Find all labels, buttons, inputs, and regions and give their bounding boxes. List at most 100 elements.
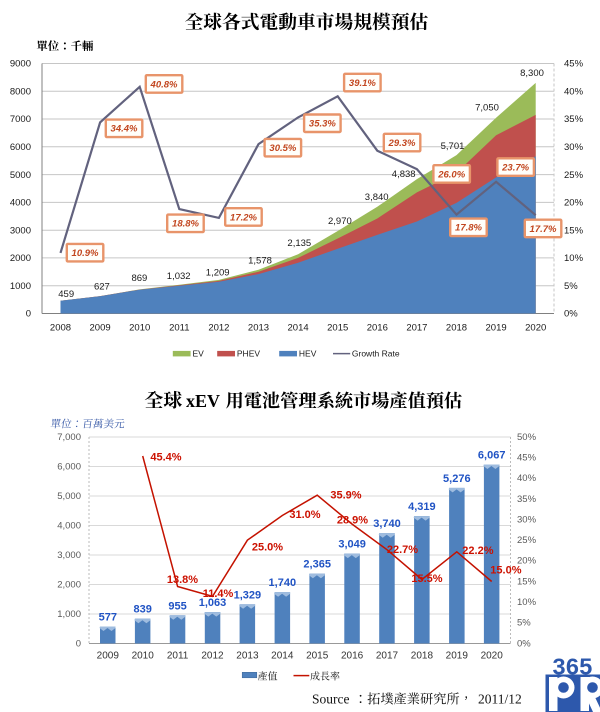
svg-text:29.3%: 29.3%	[388, 138, 416, 149]
svg-text:839: 839	[134, 604, 152, 616]
svg-text:10%: 10%	[564, 253, 584, 264]
svg-text:8,300: 8,300	[520, 68, 544, 79]
svg-text:2015: 2015	[327, 323, 348, 334]
svg-text:3,000: 3,000	[57, 550, 81, 561]
svg-text:3,740: 3,740	[373, 518, 401, 530]
svg-text:9000: 9000	[10, 59, 31, 70]
svg-text:1,209: 1,209	[206, 267, 230, 278]
svg-text:7,000: 7,000	[57, 432, 81, 443]
svg-text:22.7%: 22.7%	[387, 544, 418, 556]
svg-text:2020: 2020	[481, 651, 504, 662]
svg-text:2017: 2017	[406, 323, 427, 334]
svg-text:1,740: 1,740	[269, 577, 297, 589]
svg-text:Growth Rate: Growth Rate	[352, 348, 400, 358]
svg-text:15%: 15%	[517, 576, 537, 587]
svg-text:11.4%: 11.4%	[203, 588, 234, 600]
svg-text:7000: 7000	[10, 114, 31, 125]
svg-text:2000: 2000	[10, 253, 31, 264]
svg-text:2008: 2008	[50, 323, 71, 334]
svg-text:3,049: 3,049	[338, 539, 366, 551]
svg-text:17.8%: 17.8%	[455, 223, 482, 234]
svg-text:2012: 2012	[201, 651, 224, 662]
svg-text:35.9%: 35.9%	[330, 490, 361, 502]
svg-text:4,000: 4,000	[57, 521, 81, 532]
svg-text:35%: 35%	[517, 494, 537, 505]
svg-text:1000: 1000	[10, 281, 31, 292]
svg-text:3,840: 3,840	[365, 192, 389, 203]
svg-text:1,329: 1,329	[234, 589, 262, 601]
svg-text:2016: 2016	[341, 651, 364, 662]
svg-text:1,063: 1,063	[199, 597, 227, 609]
svg-text:4000: 4000	[10, 198, 31, 209]
svg-text:10.9%: 10.9%	[72, 248, 99, 259]
svg-text:459: 459	[58, 289, 74, 300]
svg-text:2015: 2015	[306, 651, 329, 662]
svg-text:20%: 20%	[564, 198, 584, 209]
svg-text:50%: 50%	[517, 432, 537, 443]
svg-text:39.1%: 39.1%	[349, 78, 376, 89]
svg-text:40%: 40%	[564, 87, 584, 98]
svg-text:3000: 3000	[10, 225, 31, 236]
svg-text:2018: 2018	[446, 323, 467, 334]
svg-text:45.4%: 45.4%	[150, 452, 181, 464]
svg-text:5,701: 5,701	[441, 141, 465, 152]
svg-text:20%: 20%	[517, 556, 537, 567]
svg-text:2009: 2009	[97, 651, 120, 662]
svg-text:5%: 5%	[517, 618, 531, 629]
svg-text:6,067: 6,067	[478, 450, 506, 462]
svg-text:45%: 45%	[564, 59, 584, 70]
svg-text:25%: 25%	[517, 535, 537, 546]
svg-text:2011: 2011	[169, 323, 189, 334]
svg-text:18.8%: 18.8%	[172, 219, 199, 230]
svg-text:577: 577	[99, 612, 117, 624]
svg-text:2011/12: 2011/12	[478, 692, 522, 707]
svg-text:40%: 40%	[517, 473, 537, 484]
svg-text:xEV: xEV	[186, 391, 220, 411]
svg-text:2017: 2017	[376, 651, 399, 662]
svg-text:15.5%: 15.5%	[411, 573, 442, 585]
svg-text:1,032: 1,032	[167, 271, 191, 282]
svg-text:HEV: HEV	[299, 348, 317, 358]
svg-text:1,578: 1,578	[248, 256, 272, 267]
svg-text:5000: 5000	[10, 170, 31, 181]
svg-text:2,000: 2,000	[57, 580, 81, 591]
svg-text:627: 627	[94, 282, 110, 293]
svg-text:Source: Source	[312, 692, 350, 707]
svg-text:2014: 2014	[288, 323, 309, 334]
svg-text:23.7%: 23.7%	[501, 163, 529, 174]
svg-text:5%: 5%	[564, 281, 578, 292]
svg-text:13.8%: 13.8%	[167, 574, 198, 586]
svg-text:2,365: 2,365	[303, 559, 331, 571]
svg-text:5,000: 5,000	[57, 491, 81, 502]
svg-text:1,000: 1,000	[57, 609, 81, 620]
svg-text:6000: 6000	[10, 142, 31, 153]
svg-text:2009: 2009	[90, 323, 111, 334]
svg-text:25%: 25%	[564, 170, 584, 181]
svg-text:10%: 10%	[517, 597, 537, 608]
svg-text:30%: 30%	[517, 514, 537, 525]
svg-text:7,050: 7,050	[475, 103, 499, 114]
svg-text:17.2%: 17.2%	[230, 212, 257, 223]
svg-text:0%: 0%	[517, 638, 531, 649]
svg-text:6,000: 6,000	[57, 462, 81, 473]
svg-text:2,970: 2,970	[328, 216, 352, 227]
svg-text:15%: 15%	[564, 225, 584, 236]
svg-text:PHEV: PHEV	[237, 348, 260, 358]
svg-text:22.2%: 22.2%	[462, 545, 493, 557]
svg-text:30%: 30%	[564, 142, 584, 153]
svg-text:34.4%: 34.4%	[111, 124, 138, 135]
svg-text:0%: 0%	[564, 309, 578, 320]
svg-text:25.0%: 25.0%	[252, 542, 283, 554]
svg-text:5,276: 5,276	[443, 473, 471, 485]
svg-text:2010: 2010	[129, 323, 150, 334]
svg-text:0: 0	[76, 639, 81, 650]
svg-text:869: 869	[131, 273, 147, 284]
svg-text:955: 955	[168, 600, 186, 612]
svg-text:2010: 2010	[132, 651, 155, 662]
svg-text:2,135: 2,135	[287, 238, 311, 249]
svg-text:15.0%: 15.0%	[490, 565, 521, 577]
svg-text:28.9%: 28.9%	[337, 515, 368, 527]
svg-text:30.5%: 30.5%	[269, 143, 296, 154]
svg-text:0: 0	[26, 309, 31, 320]
svg-text:40.8%: 40.8%	[150, 79, 178, 90]
